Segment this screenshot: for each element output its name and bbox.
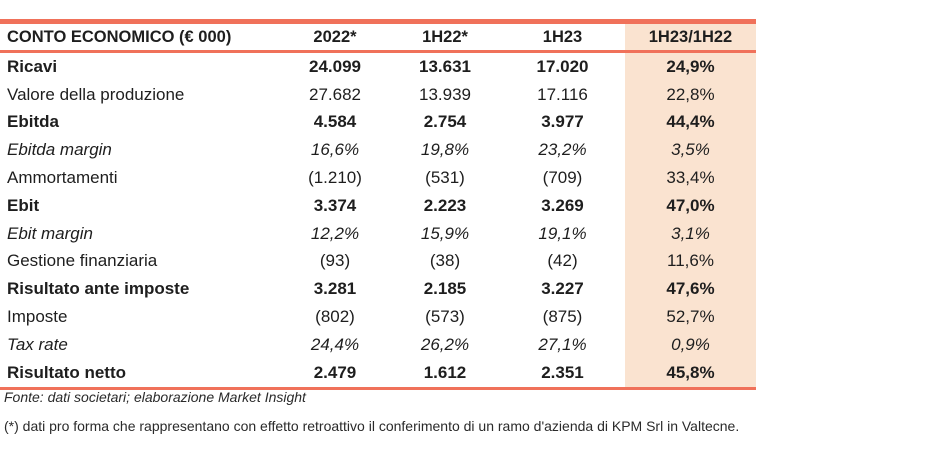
row-value: 3.281 bbox=[313, 279, 357, 299]
row-value: 22,8% bbox=[625, 80, 756, 109]
row-value: (573) bbox=[425, 307, 465, 327]
row-value: 45,8% bbox=[625, 358, 756, 390]
row-value: (875) bbox=[542, 307, 583, 327]
row-value: 3,1% bbox=[625, 219, 756, 248]
row-value: 13.939 bbox=[419, 84, 471, 104]
header-1h23: 1H23 bbox=[500, 24, 625, 53]
row-value: (38) bbox=[429, 251, 461, 271]
row-value: 16,6% bbox=[310, 140, 360, 160]
row-value: (531) bbox=[425, 168, 465, 188]
row-value: 2.351 bbox=[500, 358, 625, 390]
header-1h22: 1H22* bbox=[390, 24, 500, 53]
table-row: Imposte (802) (573) (875) 52,7% bbox=[0, 303, 756, 331]
row-value: 23,2% bbox=[538, 140, 587, 160]
table-row: Risultato ante imposte 3.281 2.185 3.227 47,… bbox=[0, 275, 756, 304]
table-row: Risultato netto 2.479 1.612 2.351 45,8% bbox=[0, 358, 756, 390]
table-row: Ricavi 24.099 13.631 17.020 24,9% bbox=[0, 51, 756, 81]
row-label: Gestione finanziaria bbox=[7, 251, 158, 271]
table-row: Gestione finanziaria (93) (38) (42) 11,6% bbox=[0, 247, 756, 276]
row-value: 4.584 bbox=[313, 112, 357, 132]
row-label: Tax rate bbox=[7, 334, 68, 354]
row-value: 17.020 bbox=[536, 56, 589, 76]
row-value: 15,9% bbox=[420, 223, 470, 243]
row-label: Ebitda bbox=[7, 112, 59, 132]
row-value: 2.754 bbox=[423, 112, 467, 132]
table-row: Ebit margin 12,2% 15,9% 19,1% 3,1% bbox=[0, 219, 756, 248]
row-value: 47,6% bbox=[625, 275, 756, 304]
row-value: 27,1% bbox=[538, 334, 587, 354]
row-label: Valore della produzione bbox=[7, 84, 185, 104]
header-2022: 2022* bbox=[280, 24, 390, 53]
row-value: 3.227 bbox=[541, 279, 584, 299]
table-row: Ebitda 4.584 2.754 3.977 44,4% bbox=[0, 108, 756, 137]
row-value: 11,6% bbox=[625, 247, 756, 276]
row-value: 24,9% bbox=[625, 51, 756, 81]
row-value: 1.612 bbox=[390, 358, 500, 390]
table-row: Ebit 3.374 2.223 3.269 47,0% bbox=[0, 191, 756, 220]
row-value: 44,4% bbox=[625, 108, 756, 137]
header-row: CONTO ECONOMICO (€ 000) 2022* 1H22* 1H23… bbox=[0, 24, 756, 53]
row-value: 52,7% bbox=[625, 303, 756, 331]
row-value: (42) bbox=[547, 251, 578, 271]
row-label: Ebit margin bbox=[7, 223, 93, 243]
footnote: (*) dati pro forma che rappresentano con… bbox=[4, 418, 740, 434]
row-value: 26,2% bbox=[420, 334, 470, 354]
row-label: Imposte bbox=[7, 307, 68, 327]
row-value: (1.210) bbox=[308, 168, 362, 188]
row-value: 13.631 bbox=[419, 56, 471, 76]
row-value: 19,1% bbox=[538, 223, 587, 243]
row-value: 47,0% bbox=[625, 191, 756, 220]
row-value: 3.977 bbox=[541, 112, 584, 132]
table-row: Valore della produzione 27.682 13.939 17.11… bbox=[0, 80, 756, 109]
source-caption: Fonte: dati societari; elaborazione Mark… bbox=[4, 389, 306, 405]
row-value: 19,8% bbox=[420, 140, 470, 160]
income-statement-table: CONTO ECONOMICO (€ 000) 2022* 1H22* 1H23… bbox=[0, 24, 756, 390]
row-value: 3.269 bbox=[541, 195, 584, 215]
row-value: 0,9% bbox=[625, 330, 756, 359]
row-label: Ammortamenti bbox=[7, 168, 118, 188]
row-value: 2.223 bbox=[423, 195, 467, 215]
row-value: 2.479 bbox=[280, 358, 390, 390]
row-value: (93) bbox=[319, 251, 351, 271]
row-value: 3,5% bbox=[625, 136, 756, 165]
row-value: 2.185 bbox=[423, 279, 467, 299]
row-label: Risultato netto bbox=[0, 358, 280, 390]
row-label: Ricavi bbox=[7, 56, 58, 76]
row-value: 3.374 bbox=[313, 195, 357, 215]
row-value: 33,4% bbox=[625, 164, 756, 192]
row-value: 24.099 bbox=[309, 56, 361, 76]
income-statement-table-wrapper: CONTO ECONOMICO (€ 000) 2022* 1H22* 1H23… bbox=[0, 19, 756, 390]
row-value: (709) bbox=[542, 168, 583, 188]
row-value: 17.116 bbox=[537, 84, 588, 104]
header-change: 1H23/1H22 bbox=[625, 24, 756, 53]
table-row: Ebitda margin 16,6% 19,8% 23,2% 3,5% bbox=[0, 136, 756, 165]
row-label: Ebit bbox=[7, 195, 40, 215]
row-value: (802) bbox=[315, 307, 355, 327]
row-label: Risultato ante imposte bbox=[7, 279, 190, 299]
top-accent-bar bbox=[0, 19, 756, 24]
table-row: Ammortamenti (1.210) (531) (709) 33,4% bbox=[0, 164, 756, 192]
row-value: 12,2% bbox=[310, 223, 360, 243]
row-label: Ebitda margin bbox=[7, 140, 112, 160]
table-row: Tax rate 24,4% 26,2% 27,1% 0,9% bbox=[0, 330, 756, 359]
header-label: CONTO ECONOMICO (€ 000) bbox=[0, 24, 280, 53]
row-value: 24,4% bbox=[310, 334, 360, 354]
row-value: 27.682 bbox=[309, 84, 361, 104]
